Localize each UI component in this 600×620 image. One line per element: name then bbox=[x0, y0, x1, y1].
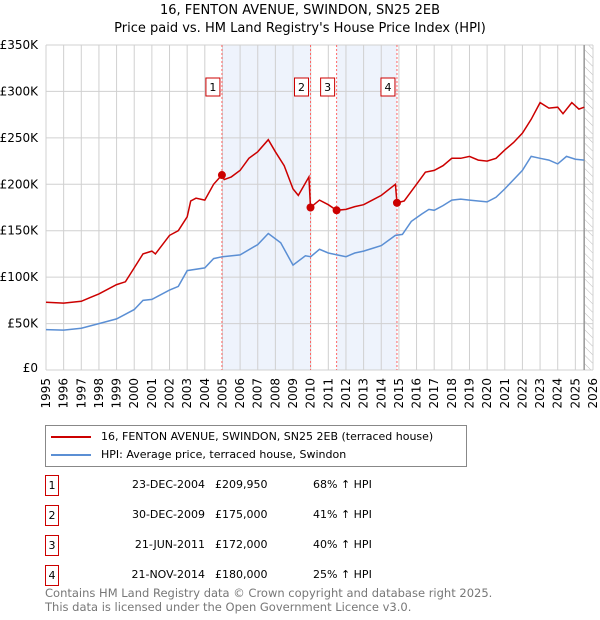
sale-number-badge: 1 bbox=[45, 475, 59, 496]
legend-item-property: 16, FENTON AVENUE, SWINDON, SN25 2EB (te… bbox=[46, 428, 461, 446]
y-tick-label: £200K bbox=[0, 177, 39, 191]
x-tick-label: 2004 bbox=[198, 378, 212, 409]
shaded-period bbox=[221, 45, 311, 370]
sale-label-box bbox=[294, 77, 310, 97]
x-tick-label: 2020 bbox=[480, 378, 494, 409]
table-row: 3 21-JUN-2011 £172,000 40% ↑ HPI bbox=[45, 535, 465, 556]
legend: 16, FENTON AVENUE, SWINDON, SN25 2EB (te… bbox=[45, 425, 467, 467]
y-tick-label: £300K bbox=[0, 84, 39, 98]
forecast-hatch bbox=[584, 45, 593, 370]
x-tick-label: 2008 bbox=[268, 378, 282, 409]
x-tick-label: 2024 bbox=[551, 378, 565, 409]
x-tick-label: 1997 bbox=[74, 378, 88, 409]
x-tick-label: 2018 bbox=[445, 378, 459, 409]
sale-price: £175,000 bbox=[215, 508, 268, 521]
sale-number-badge: 4 bbox=[45, 565, 59, 586]
sale-number-badge: 3 bbox=[45, 535, 59, 556]
property-price-line bbox=[45, 101, 585, 304]
legend-item-hpi: HPI: Average price, terraced house, Swin… bbox=[46, 446, 461, 464]
sale-point bbox=[306, 203, 315, 212]
sale-label-box bbox=[380, 77, 396, 97]
sale-point bbox=[217, 171, 226, 180]
sale-date: 30-DEC-2009 bbox=[131, 508, 205, 521]
x-tick-label: 2014 bbox=[374, 378, 388, 409]
sale-price: £172,000 bbox=[215, 538, 268, 551]
sale-label: 1 bbox=[209, 81, 216, 94]
chart-subtitle: Price paid vs. HM Land Registry's House … bbox=[114, 21, 486, 36]
x-tick-label: 2015 bbox=[392, 378, 406, 409]
x-tick-label: 2009 bbox=[286, 378, 300, 409]
x-tick-label: 2011 bbox=[321, 378, 335, 409]
price-chart: 1995 1996 1997 1998 1999 2000 2001 2002 2003 2004… bbox=[0, 38, 600, 409]
sale-date: 21-NOV-2014 bbox=[131, 568, 205, 581]
legend-label: 16, FENTON AVENUE, SWINDON, SN25 2EB (te… bbox=[101, 430, 434, 443]
x-tick-label: 2013 bbox=[357, 378, 371, 409]
x-tick-label: 2016 bbox=[410, 378, 424, 409]
y-tick-label: £150K bbox=[0, 224, 39, 238]
shaded-period bbox=[336, 45, 397, 370]
sale-hpi-diff: 41% ↑ HPI bbox=[313, 508, 372, 521]
x-tick-label: 2021 bbox=[498, 378, 512, 409]
legend-swatch-blue bbox=[51, 454, 91, 456]
sale-label: 3 bbox=[324, 81, 331, 94]
sale-number-badge: 2 bbox=[45, 505, 59, 526]
x-tick-label: 2001 bbox=[145, 378, 159, 409]
x-tick-label: 2023 bbox=[533, 378, 547, 409]
x-tick-label: 2022 bbox=[515, 378, 529, 409]
sale-point bbox=[332, 206, 341, 215]
footer-copyright: Contains HM Land Registry data © Crown c… bbox=[45, 586, 493, 600]
x-tick-label: 1999 bbox=[110, 378, 124, 409]
sale-price: £180,000 bbox=[215, 568, 268, 581]
sale-label: 2 bbox=[298, 81, 305, 94]
x-tick-label: 2006 bbox=[233, 378, 247, 409]
x-tick-label: 2003 bbox=[180, 378, 194, 409]
y-tick-label: £0 bbox=[23, 361, 38, 375]
x-tick-label: 2025 bbox=[568, 378, 582, 409]
y-tick-label: £50K bbox=[7, 317, 39, 331]
x-tick-label: 1995 bbox=[39, 378, 53, 409]
x-tick-label: 2012 bbox=[339, 378, 353, 409]
sale-label-box bbox=[205, 77, 221, 97]
sale-point bbox=[392, 198, 401, 207]
x-tick-label: 2019 bbox=[462, 378, 476, 409]
x-tick-label: 1998 bbox=[92, 378, 106, 409]
x-tick-label: 2010 bbox=[304, 378, 318, 409]
sale-date: 23-DEC-2004 bbox=[131, 478, 205, 491]
chart-title: 16, FENTON AVENUE, SWINDON, SN25 2EB bbox=[159, 3, 441, 18]
sale-price: £209,950 bbox=[215, 478, 268, 491]
table-row: 4 21-NOV-2014 £180,000 25% ↑ HPI bbox=[45, 565, 465, 586]
footer-licence: This data is licensed under the Open Gov… bbox=[45, 600, 412, 614]
sale-date: 21-JUN-2011 bbox=[134, 538, 205, 551]
y-tick-label: £100K bbox=[0, 270, 39, 284]
x-tick-label: 2007 bbox=[251, 378, 265, 409]
sale-hpi-diff: 40% ↑ HPI bbox=[313, 538, 372, 551]
sale-hpi-diff: 25% ↑ HPI bbox=[313, 568, 372, 581]
hpi-line bbox=[45, 155, 585, 331]
sale-hpi-diff: 68% ↑ HPI bbox=[313, 478, 372, 491]
table-row: 1 23-DEC-2004 £209,950 68% ↑ HPI bbox=[45, 475, 465, 496]
x-tick-label: 1996 bbox=[57, 378, 71, 409]
y-tick-label: £350K bbox=[0, 38, 39, 52]
x-tick-label: 2026 bbox=[586, 378, 600, 409]
x-tick-label: 2017 bbox=[427, 378, 441, 409]
x-tick-label: 2000 bbox=[127, 378, 141, 409]
y-tick-label: £250K bbox=[0, 131, 39, 145]
legend-swatch-red bbox=[51, 436, 91, 438]
x-tick-label: 2002 bbox=[163, 378, 177, 409]
sale-label-box bbox=[320, 77, 336, 97]
table-row: 2 30-DEC-2009 £175,000 41% ↑ HPI bbox=[45, 505, 465, 526]
sale-label: 4 bbox=[384, 81, 391, 94]
x-tick-label: 2005 bbox=[215, 378, 229, 409]
legend-label: HPI: Average price, terraced house, Swin… bbox=[101, 448, 347, 461]
